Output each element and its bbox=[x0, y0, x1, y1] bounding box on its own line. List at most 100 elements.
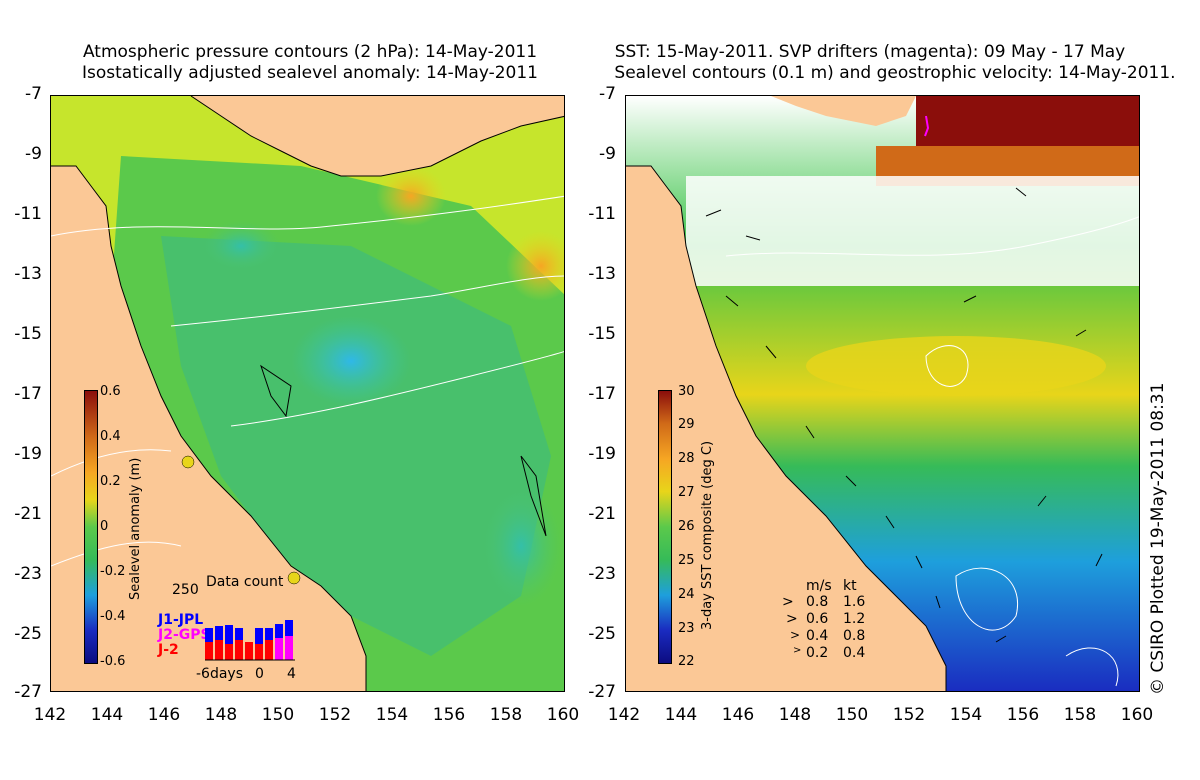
legend-speed-kt: 1.6 bbox=[843, 594, 866, 610]
y-tick: -21 bbox=[14, 504, 42, 524]
colorbar-tick: 28 bbox=[678, 451, 695, 466]
y-tick: -21 bbox=[588, 504, 616, 524]
sealevel-contour-eddy bbox=[925, 345, 969, 387]
velocity-arrow bbox=[1037, 495, 1047, 507]
pressure-contour-5 bbox=[51, 541, 182, 567]
left-title-line2: Isostatically adjusted sealevel anomaly:… bbox=[82, 63, 538, 83]
y-tick: -17 bbox=[588, 384, 616, 404]
velocity-arrow bbox=[915, 555, 923, 569]
colorbar-label: Sealevel anomaly (m) bbox=[128, 457, 143, 600]
sst-colorbar-gradient bbox=[658, 390, 672, 664]
colorbar-tick: 27 bbox=[678, 485, 695, 500]
velocity-arrow bbox=[765, 345, 777, 359]
y-tick: -27 bbox=[14, 682, 42, 702]
y-tick: -15 bbox=[588, 324, 616, 344]
sealevel-contour-eddy-2 bbox=[955, 567, 1018, 631]
y-tick: -27 bbox=[588, 682, 616, 702]
y-tick: -13 bbox=[14, 264, 42, 284]
data-count-bars bbox=[205, 620, 295, 661]
legend-speed-ms: 0.6 bbox=[806, 611, 829, 627]
y-tick: -23 bbox=[14, 564, 42, 584]
coastline bbox=[626, 165, 947, 691]
low-anomaly-eddy bbox=[291, 316, 411, 406]
pressure-contour-4 bbox=[51, 449, 172, 477]
velocity-arrow bbox=[845, 475, 857, 487]
reef-outline bbox=[260, 364, 292, 418]
svp-drifter-track bbox=[924, 115, 930, 137]
velocity-arrow bbox=[995, 635, 1007, 643]
colorbar-tick: 29 bbox=[678, 417, 695, 432]
velocity-arrow bbox=[805, 425, 815, 439]
plot-credit: © CSIRO Plotted 19-May-2011 08:31 bbox=[1148, 382, 1168, 695]
y-tick: -23 bbox=[588, 564, 616, 584]
legend-speed-ms: 0.4 bbox=[806, 628, 829, 644]
high-anomaly-eddy-1 bbox=[376, 166, 446, 226]
y-tick: -9 bbox=[25, 144, 42, 164]
count-bar bbox=[285, 636, 293, 660]
coastline bbox=[51, 165, 367, 691]
colorbar-tick: 25 bbox=[678, 553, 695, 568]
warm-band bbox=[806, 336, 1106, 396]
data-count-x-label: 0 bbox=[255, 666, 264, 682]
velocity-arrow bbox=[885, 515, 895, 529]
x-tick: 156 bbox=[432, 705, 466, 725]
y-tick: -13 bbox=[588, 264, 616, 284]
x-tick: 160 bbox=[1120, 705, 1154, 725]
count-bar bbox=[235, 640, 243, 660]
tide-gauge-marker-2 bbox=[287, 571, 301, 585]
colorbar-tick: 23 bbox=[678, 621, 695, 636]
velocity-arrow bbox=[1095, 553, 1103, 567]
geostrophic-velocity-arrows bbox=[705, 187, 1103, 643]
velocity-arrow bbox=[705, 209, 722, 217]
x-tick: 152 bbox=[892, 705, 926, 725]
velocity-arrow bbox=[935, 595, 941, 609]
y-tick: -17 bbox=[14, 384, 42, 404]
velocity-arrow bbox=[1075, 329, 1087, 337]
y-tick: -11 bbox=[588, 204, 616, 224]
y-tick: -25 bbox=[588, 624, 616, 644]
colorbar-tick: 24 bbox=[678, 587, 695, 602]
colorbar-label: 3-day SST composite (deg C) bbox=[700, 440, 715, 630]
right-title-line1: SST: 15-May-2011. SVP drifters (magenta)… bbox=[614, 42, 1126, 62]
velocity-arrow bbox=[963, 295, 977, 303]
colorbar-tick: 26 bbox=[678, 519, 695, 534]
count-bar bbox=[245, 642, 253, 660]
legend-header-ms: m/s bbox=[806, 578, 832, 594]
data-count-max: 250 bbox=[172, 582, 199, 598]
australia-landmass bbox=[626, 96, 946, 691]
series-label-j1: J1-JPL bbox=[158, 612, 204, 628]
papua-new-guinea-landmass bbox=[771, 96, 916, 126]
legend-speed-ms: 0.8 bbox=[806, 594, 829, 610]
count-bar bbox=[225, 644, 233, 660]
data-count-title: Data count bbox=[206, 574, 284, 590]
legend-speed-ms: 0.2 bbox=[806, 645, 829, 661]
legend-arrow-icon: > bbox=[782, 594, 794, 610]
data-count-x-label: -6days bbox=[196, 666, 244, 682]
x-tick: 152 bbox=[318, 705, 352, 725]
pressure-contour-3 bbox=[230, 351, 564, 427]
x-tick: 144 bbox=[664, 705, 698, 725]
colorbar-tick: 0 bbox=[100, 519, 109, 534]
x-tick: 154 bbox=[949, 705, 983, 725]
right-title-line2: Sealevel contours (0.1 m) and geostrophi… bbox=[614, 63, 1176, 83]
velocity-arrow bbox=[1015, 187, 1027, 197]
png-coastline bbox=[190, 96, 564, 177]
legend-arrow-icon: > bbox=[790, 628, 801, 642]
y-tick: -19 bbox=[588, 444, 616, 464]
count-bar bbox=[265, 640, 273, 660]
colorbar-tick: -0.2 bbox=[100, 564, 126, 579]
x-tick: 148 bbox=[778, 705, 812, 725]
series-label-j2: J2-GPS bbox=[158, 627, 211, 643]
x-tick: 144 bbox=[90, 705, 124, 725]
legend-arrow-icon: > bbox=[793, 645, 802, 656]
velocity-arrow bbox=[725, 295, 739, 307]
y-tick: -25 bbox=[14, 624, 42, 644]
left-map-panel bbox=[50, 95, 565, 692]
left-title-line1: Atmospheric pressure contours (2 hPa): 1… bbox=[82, 42, 538, 62]
colorbar-tick: -0.6 bbox=[100, 654, 126, 669]
x-tick: 150 bbox=[835, 705, 869, 725]
x-tick: 148 bbox=[204, 705, 238, 725]
x-tick: 142 bbox=[33, 705, 67, 725]
x-tick: 142 bbox=[607, 705, 641, 725]
y-tick: -9 bbox=[599, 144, 616, 164]
